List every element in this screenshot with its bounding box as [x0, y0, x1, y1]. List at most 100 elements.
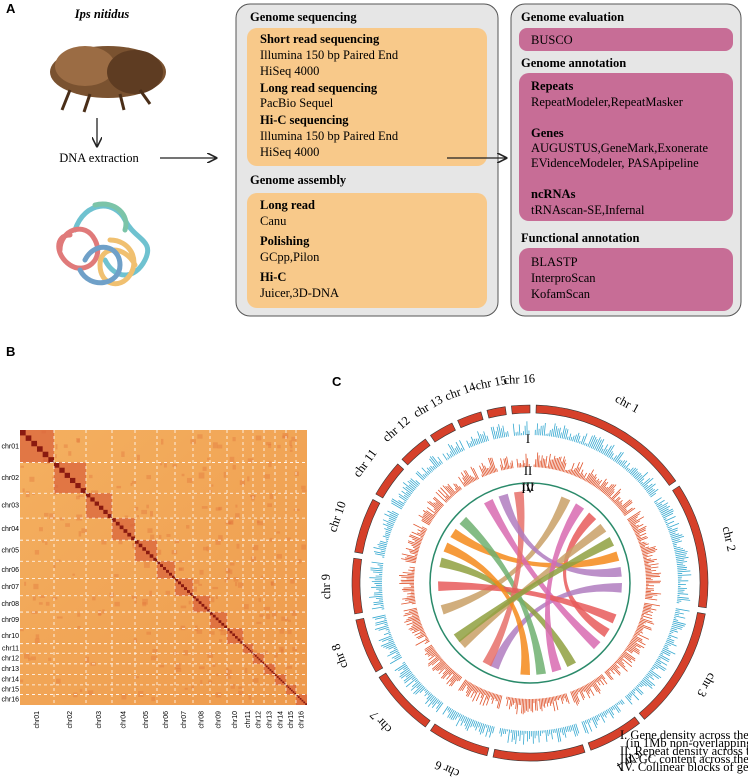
gene-density: [515, 730, 518, 745]
heatmap-speckle: [101, 539, 107, 545]
gene-density: [645, 483, 656, 492]
gene-density: [570, 725, 573, 731]
repeat-density: [553, 696, 555, 701]
repeat-density: [470, 685, 478, 698]
gene-density: [372, 614, 386, 619]
repeat-density: [402, 572, 415, 574]
gene-density: [398, 493, 408, 501]
repeat-density: [643, 558, 657, 563]
gene-density: [489, 726, 493, 738]
gene-density: [427, 696, 437, 707]
gene-density: [677, 568, 687, 571]
gene-density: [505, 432, 507, 437]
heatmap-diagonal: [297, 696, 300, 698]
heatmap-speckle: [199, 569, 204, 575]
repeat-density: [587, 473, 594, 483]
repeat-density: [645, 569, 652, 571]
heatmap-diagonal: [75, 483, 81, 489]
repeat-density: [618, 504, 623, 509]
heatmap-speckle: [151, 696, 156, 702]
repeat-density: [445, 665, 450, 670]
repeat-density: [402, 597, 415, 600]
heatmap-speckle: [150, 534, 155, 540]
heatmap-diagonal: [157, 561, 160, 565]
repeat-density: [598, 675, 602, 680]
gene-density: [482, 434, 486, 443]
heatmap-speckle: [24, 581, 27, 586]
chr-ring: [511, 404, 531, 415]
repeat-density: [458, 676, 463, 682]
repeat-density: [504, 458, 508, 470]
heatmap-speckle: [114, 574, 119, 578]
heatmap-speckle: [274, 652, 278, 658]
heatmap-speckle: [225, 522, 232, 525]
repeat-density: [447, 485, 456, 495]
gene-density: [478, 722, 481, 728]
gene-density: [430, 465, 435, 471]
heatmap-diagonal: [287, 686, 290, 689]
item-text: Juicer,3D-DNA: [260, 286, 339, 300]
heatmap-speckle: [28, 657, 31, 661]
repeat-density: [411, 627, 424, 634]
heatmap-diagonal: [232, 633, 235, 637]
gene-density: [370, 569, 383, 572]
gene-density: [373, 571, 383, 574]
repeat-density: [624, 507, 636, 516]
gene-density: [435, 702, 444, 713]
repeat-density: [424, 644, 433, 650]
heatmap-diagonal: [187, 590, 190, 593]
heatmap-speckle: [87, 690, 94, 696]
item-heading: Short read sequencing: [260, 32, 380, 46]
gene-density: [388, 517, 396, 522]
repeat-density: [482, 691, 489, 706]
heatmap-speckle: [142, 598, 148, 605]
heatmap-diagonal: [292, 691, 295, 693]
gene-density: [644, 676, 656, 686]
gene-density: [419, 687, 426, 693]
heatmap-speckle: [34, 550, 40, 555]
gene-density: [460, 715, 465, 722]
repeat-density: [579, 687, 585, 699]
gene-density: [460, 447, 464, 452]
gene-density: [447, 443, 456, 456]
repeat-density: [433, 508, 439, 513]
heatmap-speckle: [121, 451, 125, 457]
repeat-density: [558, 695, 561, 699]
repeat-density: [622, 651, 636, 662]
heatmap-speckle: [286, 665, 293, 669]
x-chr-label: chr14: [278, 711, 285, 729]
repeat-density: [627, 510, 641, 521]
repeat-density: [414, 541, 421, 545]
heatmap-diagonal: [184, 587, 187, 591]
gene-density: [424, 689, 429, 693]
heatmap-speckle: [63, 444, 68, 448]
chr-ring: [351, 557, 363, 615]
gene-density: [519, 730, 521, 742]
track-label: II: [524, 464, 532, 478]
repeat-density: [619, 656, 633, 667]
gene-density: [473, 438, 477, 446]
heatmap-speckle: [237, 582, 244, 588]
repeat-density: [421, 529, 427, 533]
heatmap-speckle: [138, 691, 144, 697]
gene-density: [563, 428, 567, 440]
repeat-density: [603, 483, 613, 495]
heatmap-speckle: [150, 655, 157, 661]
y-chr-label: chr10: [1, 633, 19, 640]
heatmap-diagonal: [80, 488, 86, 494]
section-title: Genome annotation: [521, 56, 626, 70]
gene-density: [375, 597, 383, 600]
repeat-density: [494, 693, 497, 700]
repeat-density: [406, 620, 421, 626]
repeat-density: [550, 697, 553, 704]
repeat-density: [576, 462, 584, 477]
chr-label: chr 13: [411, 392, 445, 420]
gene-density: [673, 618, 679, 621]
repeat-density: [636, 628, 643, 632]
gene-density: [662, 510, 674, 517]
repeat-density: [433, 496, 444, 506]
chr-label: chr 16: [503, 371, 535, 387]
gene-density: [380, 550, 386, 553]
heatmap-diagonal: [90, 497, 95, 502]
repeat-density: [548, 697, 552, 707]
